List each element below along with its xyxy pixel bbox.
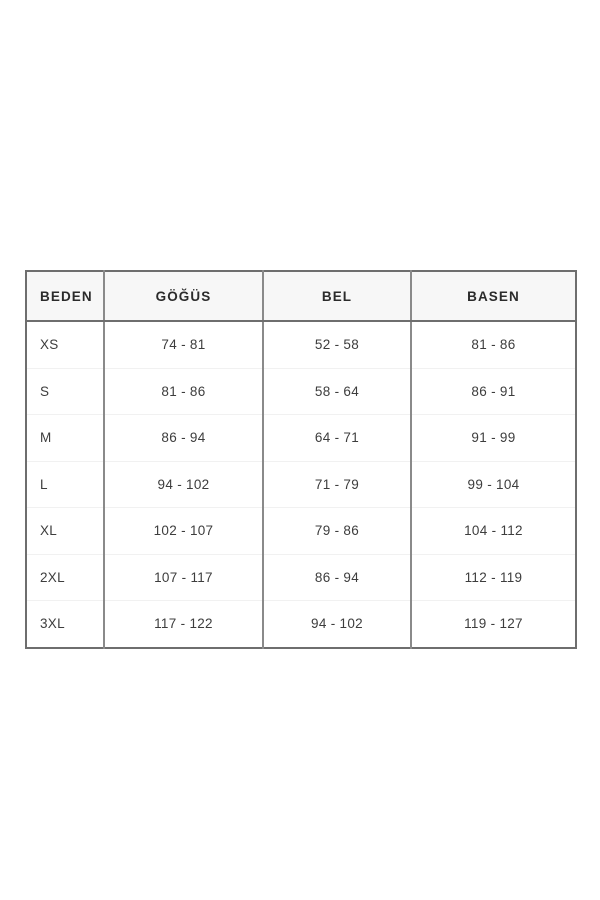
cell-chest: 102 - 107 [103,507,263,555]
table-row: XL 102 - 107 79 - 86 104 - 112 [26,507,576,555]
table-body: XS 74 - 81 52 - 58 81 - 86 S 81 - 86 58 … [26,321,576,648]
cell-chest: 74 - 81 [103,321,263,369]
cell-waist: 64 - 71 [262,414,411,462]
cell-waist: 94 - 102 [262,600,411,648]
table-row: 2XL 107 - 117 86 - 94 112 - 119 [26,554,576,601]
cell-waist: 58 - 64 [262,368,411,415]
cell-size: M [26,414,104,462]
size-chart-container: BEDEN GÖĞÜS BEL BASEN XS 74 - 81 52 - 58… [25,270,577,649]
cell-hip: 112 - 119 [410,554,576,601]
cell-chest: 107 - 117 [103,554,263,601]
table-row: S 81 - 86 58 - 64 86 - 91 [26,368,576,415]
cell-chest: 94 - 102 [103,461,263,508]
cell-size: L [26,461,104,508]
cell-size: 3XL [40,616,65,632]
cell-hip: 91 - 99 [410,414,576,462]
column-header-bel: BEL [262,271,411,322]
cell-hip: 81 - 86 [410,321,576,369]
cell-waist: 71 - 79 [262,461,411,508]
cell-size: 2XL [26,554,104,601]
cell-chest: 81 - 86 [103,368,263,415]
cell-hip: 119 - 127 [410,600,576,648]
cell-hip: 86 - 91 [410,368,576,415]
column-header-gogus: GÖĞÜS [103,271,263,322]
table-row: 3XL 117 - 122 94 - 102 119 - 127 [26,600,576,648]
table-row: XS 74 - 81 52 - 58 81 - 86 [26,321,576,369]
cell-hip: 104 - 112 [410,507,576,555]
cell-size: S [26,368,104,415]
cell-hip: 99 - 104 [410,461,576,508]
column-header-basen: BASEN [410,271,576,322]
cell-waist: 52 - 58 [262,321,411,369]
size-chart-table: BEDEN GÖĞÜS BEL BASEN XS 74 - 81 52 - 58… [25,270,577,649]
cell-chest: 117 - 122 [103,600,263,648]
column-header-beden: BEDEN [26,271,104,322]
header-row: BEDEN GÖĞÜS BEL BASEN [26,271,576,322]
cell-chest: 86 - 94 [103,414,263,462]
cell-size: XS [26,321,104,369]
table-row: L 94 - 102 71 - 79 99 - 104 [26,461,576,508]
table-header: BEDEN GÖĞÜS BEL BASEN [26,271,576,322]
cell-waist: 79 - 86 [262,507,411,555]
table-row: M 86 - 94 64 - 71 91 - 99 [26,414,576,462]
cell-size: XL [26,507,104,555]
cell-waist: 86 - 94 [262,554,411,601]
